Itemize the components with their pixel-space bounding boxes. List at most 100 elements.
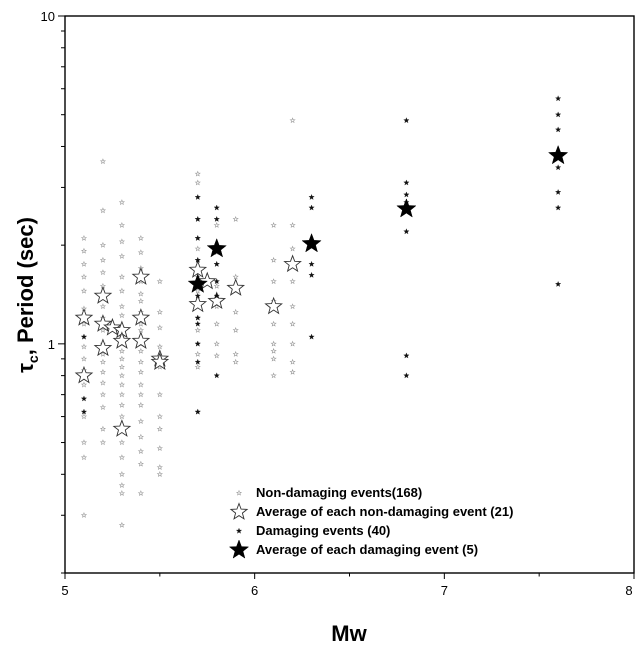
data-point	[194, 350, 201, 357]
data-point	[213, 282, 220, 289]
legend-entry-non-damaging: Non-damaging events(168)	[256, 485, 422, 500]
data-point	[80, 439, 88, 446]
y-tick-label: 1	[48, 337, 55, 352]
legend-markers	[228, 489, 250, 559]
data-point	[555, 204, 562, 211]
data-point	[289, 117, 296, 124]
data-point	[118, 471, 125, 477]
data-point	[213, 260, 220, 267]
data-point	[118, 454, 125, 461]
data-point	[194, 340, 201, 347]
data-point	[194, 408, 201, 415]
data-point	[232, 350, 239, 357]
y-axis-ticks: 1 10	[41, 9, 65, 574]
data-point	[137, 368, 144, 375]
data-point	[194, 256, 201, 263]
data-point	[137, 358, 144, 365]
data-point	[289, 221, 296, 228]
data-point	[403, 352, 410, 359]
data-point	[80, 333, 88, 340]
data-point	[197, 271, 217, 290]
data-point	[301, 233, 322, 253]
x-tick-label: 7	[441, 583, 448, 598]
data-point	[194, 245, 201, 252]
data-point	[270, 320, 277, 327]
data-point	[547, 144, 569, 165]
data-point	[156, 464, 163, 470]
data-point	[80, 512, 88, 518]
data-point	[80, 287, 88, 294]
data-point	[99, 327, 107, 333]
data-point	[103, 317, 122, 336]
data-point	[93, 314, 113, 332]
data-point	[213, 352, 220, 359]
data-point	[99, 425, 107, 432]
data-point	[80, 273, 88, 280]
data-point	[289, 303, 296, 310]
data-point	[131, 331, 151, 349]
data-point	[555, 111, 562, 118]
data-point	[289, 278, 296, 285]
data-point	[270, 347, 277, 354]
data-point	[188, 294, 208, 313]
data-point	[118, 287, 125, 294]
data-point	[232, 273, 239, 280]
legend-marker-2	[235, 527, 243, 534]
data-point	[270, 221, 277, 228]
data-point	[137, 249, 144, 256]
data-point	[137, 320, 144, 327]
data-point	[308, 194, 315, 200]
data-point	[270, 340, 277, 347]
data-point	[99, 241, 107, 248]
data-point	[99, 269, 107, 276]
x-axis-title: Mw	[331, 621, 367, 646]
data-marks	[74, 95, 569, 528]
data-point	[137, 297, 144, 304]
data-point	[213, 292, 220, 299]
data-point	[137, 347, 144, 354]
data-point	[156, 391, 163, 398]
data-point	[156, 308, 163, 315]
x-tick-label: 8	[625, 583, 632, 598]
data-point	[118, 238, 125, 245]
data-point	[232, 215, 239, 222]
data-point	[80, 381, 88, 388]
data-point	[555, 281, 562, 287]
data-point	[213, 215, 220, 222]
data-point	[194, 314, 201, 321]
data-point	[270, 278, 277, 285]
data-point	[99, 379, 107, 386]
data-point	[194, 320, 201, 327]
data-point	[213, 221, 220, 228]
legend-marker-3	[228, 539, 250, 559]
data-point	[137, 401, 144, 408]
data-point	[232, 327, 239, 333]
data-point	[137, 381, 144, 388]
data-point	[156, 278, 163, 285]
data-point	[213, 320, 220, 327]
data-point	[118, 401, 125, 408]
legend: Non-damaging events(168) Average of each…	[228, 485, 513, 559]
data-point	[118, 199, 125, 206]
data-point	[289, 320, 296, 327]
data-point	[289, 340, 296, 347]
data-point	[137, 290, 144, 297]
legend-marker-1	[229, 502, 249, 520]
data-point	[308, 204, 315, 211]
data-point	[194, 327, 201, 333]
data-point	[289, 245, 296, 252]
data-point	[137, 448, 144, 454]
data-point	[137, 460, 144, 467]
data-point	[80, 260, 88, 267]
series-3	[187, 144, 569, 293]
data-point	[213, 340, 220, 347]
data-point	[118, 439, 125, 446]
data-point	[80, 343, 88, 350]
data-point	[194, 358, 201, 365]
data-point	[213, 372, 220, 379]
data-point	[118, 221, 125, 228]
data-point	[194, 194, 201, 200]
data-point	[194, 170, 201, 177]
data-point	[118, 372, 125, 379]
